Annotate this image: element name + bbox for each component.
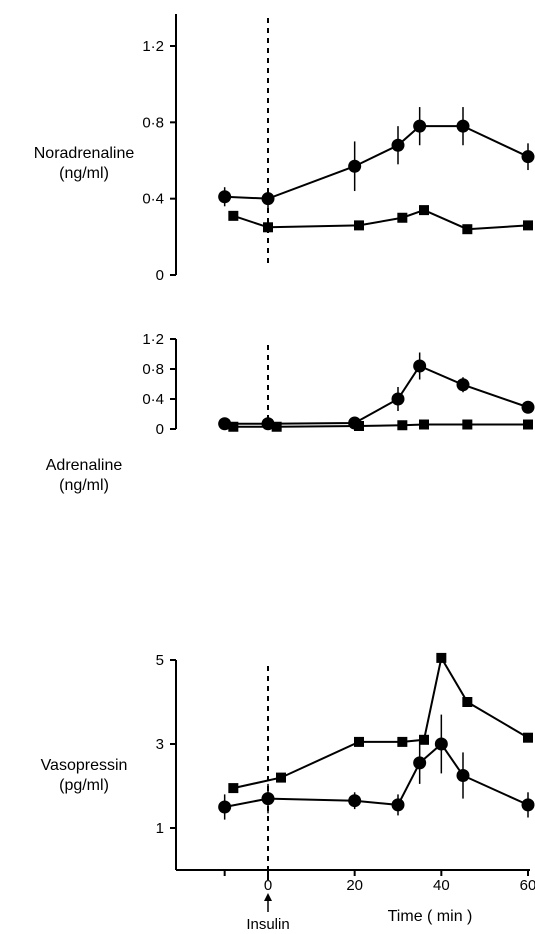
circle-series-line — [224, 364, 529, 425]
data-point-square — [276, 772, 286, 783]
y-axis-title: Adrenaline — [46, 457, 123, 474]
data-point-circle — [218, 417, 232, 431]
data-point-square — [354, 220, 364, 231]
data-point-circle — [348, 159, 362, 173]
data-point-circle — [521, 400, 535, 414]
y-tick-label: 0 — [156, 267, 164, 284]
y-axis-title: Vasopressin — [41, 757, 128, 774]
data-point-square — [462, 419, 473, 430]
data-point-circle — [413, 359, 427, 373]
data-point-square — [228, 421, 239, 432]
insulin-arrow-head — [264, 893, 272, 901]
y-axis-title: (ng/ml) — [59, 477, 109, 494]
data-point-square — [263, 222, 273, 233]
circle-series-line — [224, 125, 529, 200]
square-series-line — [233, 655, 529, 790]
x-tick-label: 60 — [520, 877, 535, 894]
data-point-square — [228, 210, 239, 221]
data-point-square — [523, 220, 533, 231]
data-point-square — [419, 419, 429, 430]
data-point-circle — [413, 756, 427, 770]
y-tick-label: 0·4 — [142, 391, 164, 408]
data-point-square — [462, 697, 473, 707]
data-point-square — [419, 734, 429, 745]
data-point-square — [436, 652, 447, 663]
data-point-circle — [218, 190, 232, 204]
data-point-square — [397, 420, 408, 431]
data-point-circle — [521, 798, 535, 812]
y-axis-title: (pg/ml) — [59, 777, 109, 794]
square-series-line — [233, 209, 529, 231]
data-point-circle — [261, 792, 275, 806]
data-point-square — [397, 736, 408, 747]
y-tick-label: 0 — [156, 421, 164, 438]
y-tick-label: 0·8 — [142, 114, 164, 131]
data-point-square — [523, 419, 533, 430]
data-point-square — [354, 421, 364, 431]
x-axis-title: Time ( min ) — [388, 908, 473, 925]
y-tick-label: 3 — [156, 736, 164, 753]
data-point-circle — [348, 794, 362, 808]
y-axis-title: (ng/ml) — [59, 165, 109, 182]
data-point-circle — [456, 119, 470, 133]
x-tick-label: 40 — [433, 877, 450, 894]
y-tick-label: 0·4 — [142, 191, 164, 208]
data-point-square — [271, 421, 282, 432]
x-tick-label: 20 — [346, 877, 363, 894]
x-tick-label: 0 — [264, 877, 272, 894]
data-point-circle — [413, 119, 427, 133]
data-point-square — [354, 736, 364, 747]
y-tick-label: 0·8 — [142, 361, 164, 378]
y-tick-label: 1 — [156, 820, 164, 837]
y-tick-label: 5 — [156, 652, 164, 669]
data-point-square — [228, 783, 239, 794]
data-point-square — [523, 732, 533, 743]
y-tick-label: 1·2 — [142, 38, 164, 55]
insulin-label: Insulin — [246, 916, 289, 933]
data-point-circle — [391, 798, 405, 812]
data-point-circle — [218, 800, 232, 814]
data-point-circle — [391, 138, 405, 152]
data-point-circle — [456, 769, 470, 782]
y-tick-label: 1·2 — [142, 331, 164, 348]
data-point-square — [462, 224, 473, 235]
data-point-square — [419, 205, 429, 216]
data-point-circle — [434, 737, 448, 751]
data-point-circle — [261, 192, 275, 206]
data-point-square — [397, 212, 408, 223]
y-axis-title: Noradrenaline — [34, 145, 135, 162]
data-point-circle — [456, 378, 470, 392]
data-point-circle — [521, 150, 535, 164]
data-point-circle — [391, 392, 405, 406]
